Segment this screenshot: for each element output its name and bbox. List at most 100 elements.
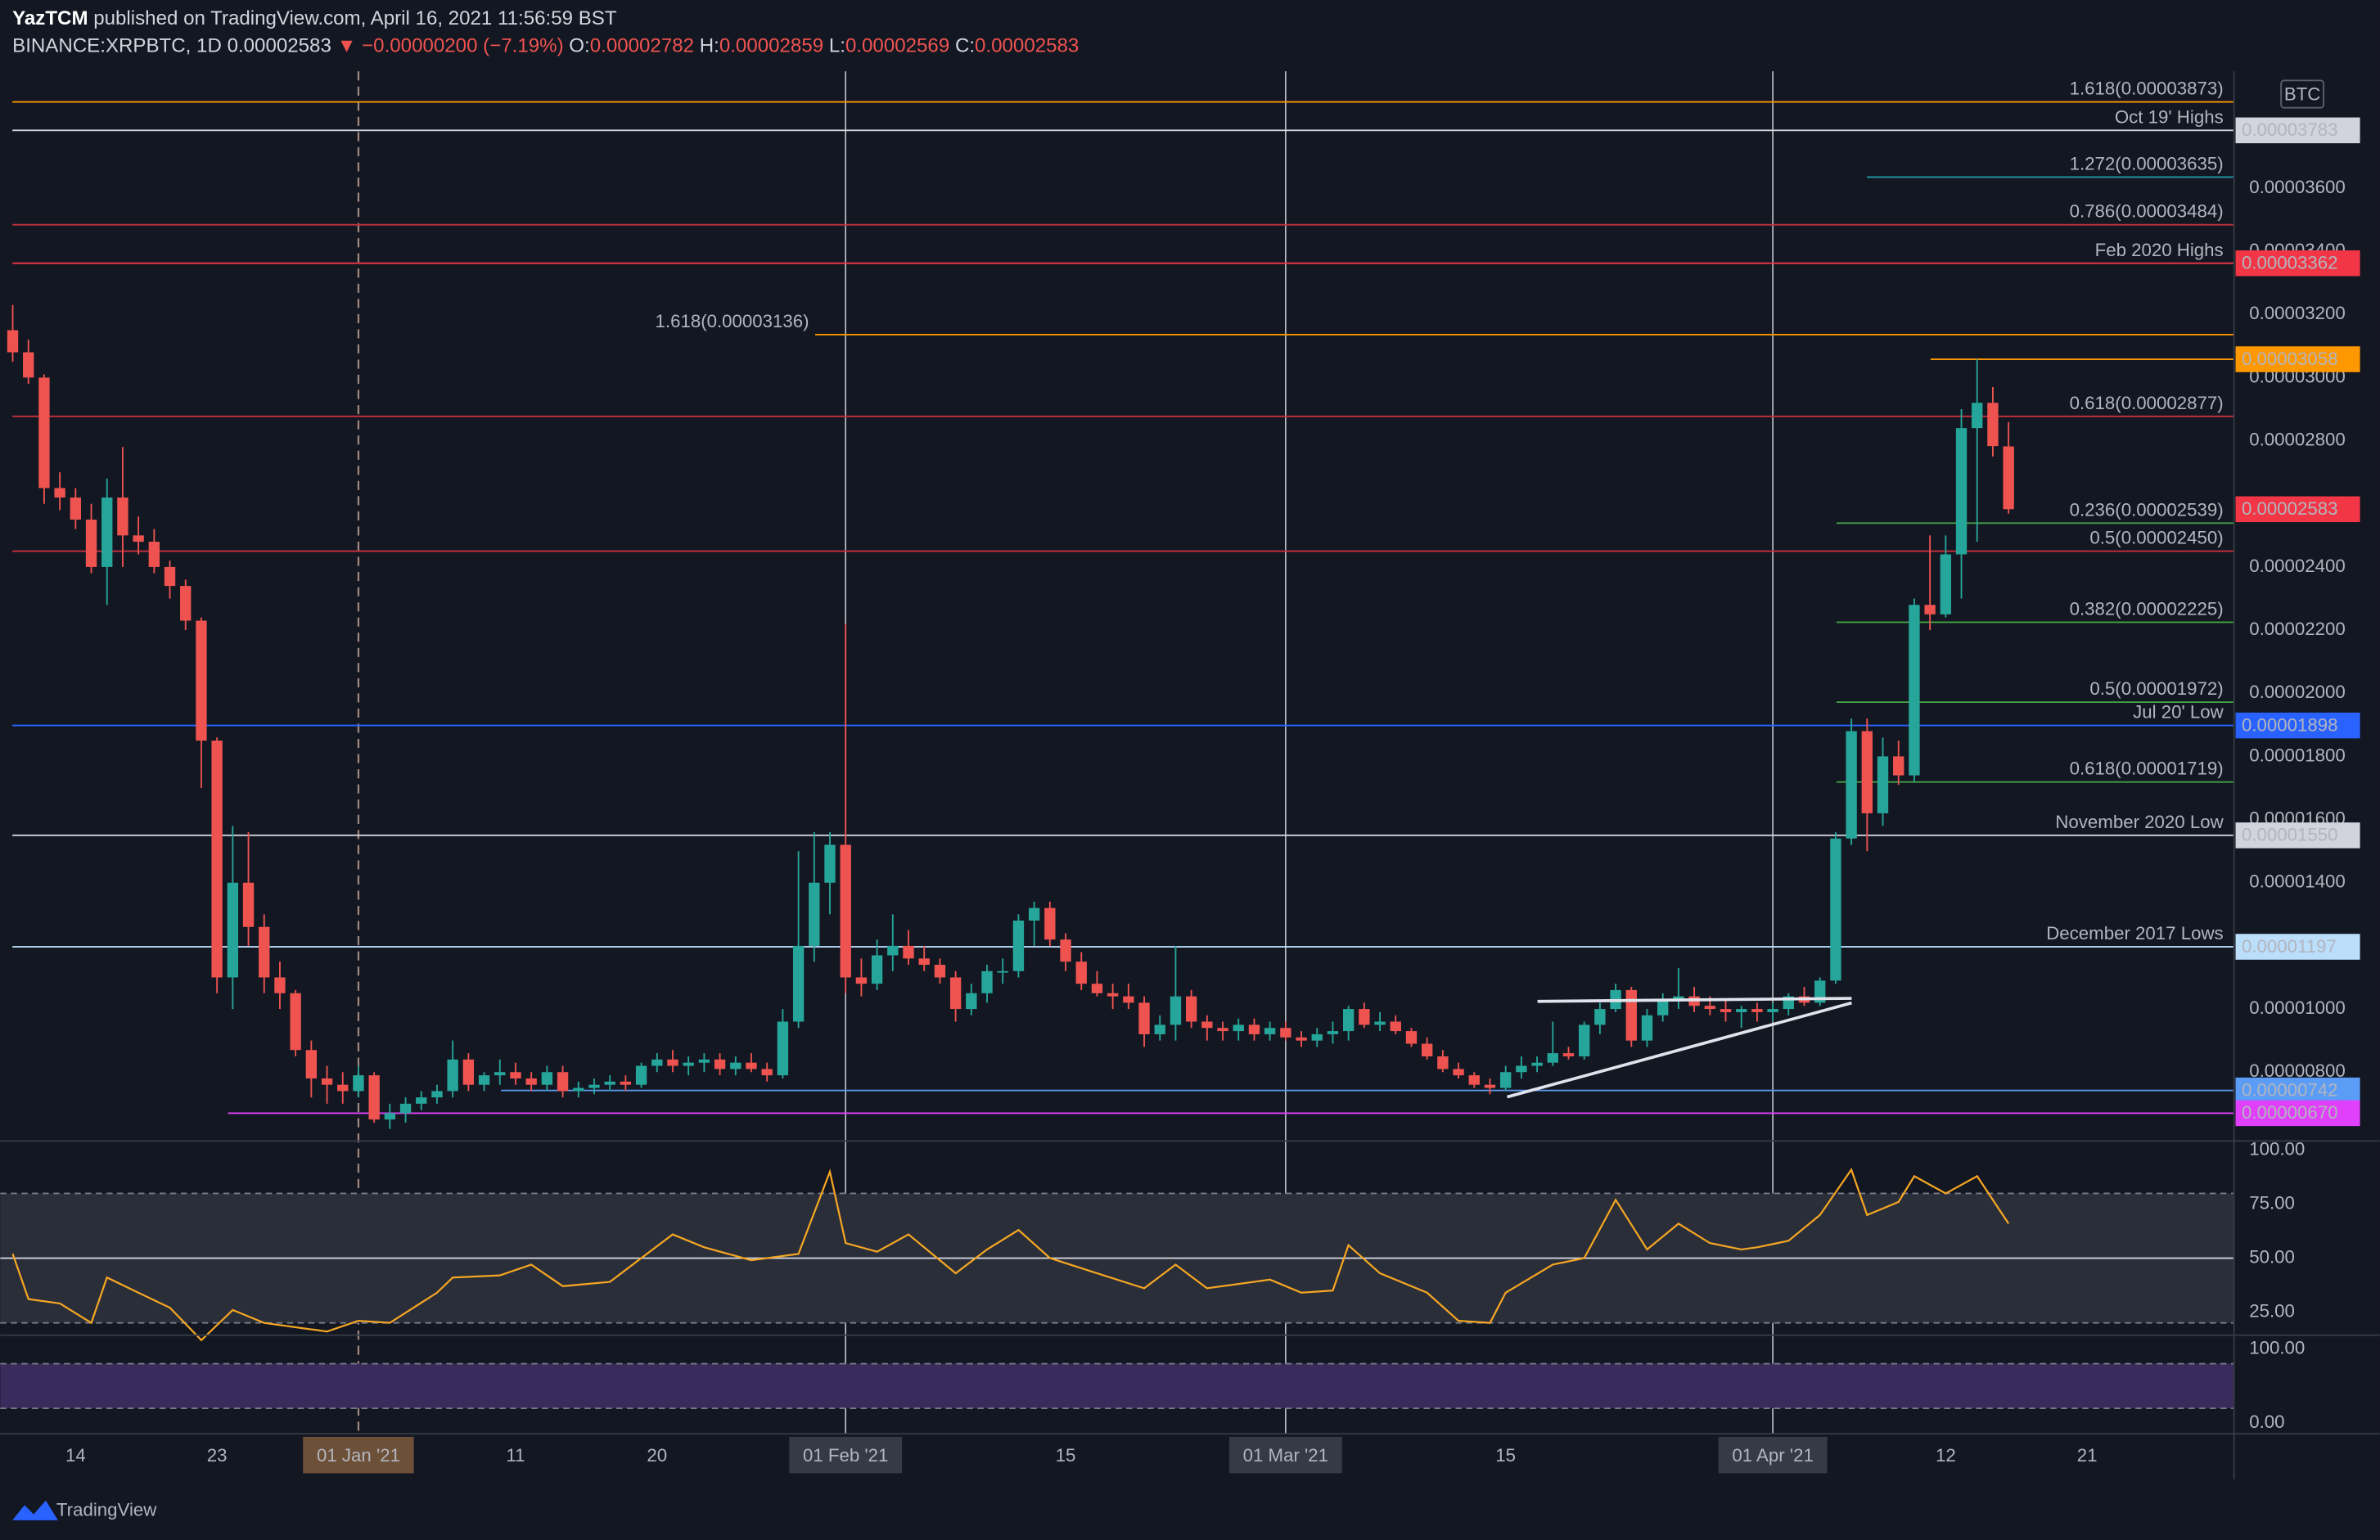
x-tick-label: 01 Mar '21 xyxy=(1243,1445,1328,1466)
candle-body xyxy=(1405,1031,1418,1044)
symbol-line: BINANCE:XRPBTC, 1D 0.00002583 ▼ −0.00000… xyxy=(12,35,1079,57)
candle-body xyxy=(510,1072,521,1078)
axes: BTC 14 23 01 Jan '21 11 20 01 Feb '21 15 01 Mar… xyxy=(0,0,2380,1479)
candle-body xyxy=(1877,756,1889,813)
level-label: 0.5(0.00002450) xyxy=(2089,528,2223,548)
candle-body xyxy=(1233,1024,1244,1032)
candle-body xyxy=(840,844,851,978)
candle-body xyxy=(761,1069,773,1076)
candle-body xyxy=(541,1072,553,1085)
y-tick-label: 100.00 xyxy=(2249,1139,2305,1160)
candle-body xyxy=(1028,907,1040,921)
last-price: 0.00002583 xyxy=(228,35,331,57)
candle-body xyxy=(1846,731,1857,839)
level-label: 0.382(0.00002225) xyxy=(2070,598,2224,619)
level-label: 0.786(0.00003484) xyxy=(2070,201,2224,222)
change: ▼ −0.00000200 (−7.19%) xyxy=(337,35,564,57)
candle-body xyxy=(934,965,946,978)
candle-body xyxy=(23,352,34,378)
price-tag: 0.00002583 xyxy=(2242,498,2338,519)
candle-body xyxy=(321,1078,333,1085)
y-tick-label: 25.00 xyxy=(2249,1300,2295,1321)
candle-body xyxy=(1893,756,1904,776)
level-lines xyxy=(12,101,2234,1114)
y-tick-label: 0.00002400 xyxy=(2249,556,2346,576)
level-label: Feb 2020 Highs xyxy=(2095,240,2224,260)
candle-body xyxy=(1625,989,1637,1041)
level-label: 0.5(0.00001972) xyxy=(2089,678,2223,699)
footer: TradingView xyxy=(12,1500,157,1520)
y-tick-label: 75.00 xyxy=(2249,1192,2295,1213)
candle-body xyxy=(1421,1043,1433,1056)
candle-body xyxy=(1924,605,1936,615)
candle-body xyxy=(1940,554,1952,615)
candle-body xyxy=(1972,403,1983,429)
candle-body xyxy=(101,498,113,567)
candle-body xyxy=(683,1062,694,1066)
price-tag-bg xyxy=(2235,117,2360,144)
candle-body xyxy=(117,498,128,536)
price-tag-bg xyxy=(2235,934,2360,960)
price-axis-bg xyxy=(2234,0,2380,1479)
candle-body xyxy=(1201,1021,1213,1029)
price-tag-bg xyxy=(2235,1077,2360,1104)
candle-body xyxy=(1562,1053,1575,1056)
candle-body xyxy=(337,1084,349,1092)
x-tick-label: 15 xyxy=(1056,1445,1076,1466)
candle-body xyxy=(2003,446,2014,510)
o-value: 0.00002782 xyxy=(590,35,694,57)
candle-body xyxy=(353,1075,364,1092)
logo-icon xyxy=(12,1500,58,1520)
candle-body xyxy=(494,1072,506,1076)
candle-body xyxy=(1248,1024,1260,1034)
candle-body xyxy=(887,945,899,956)
candle-body xyxy=(966,993,977,1010)
candle-body xyxy=(792,945,805,1022)
candle-body xyxy=(698,1059,710,1063)
trendline xyxy=(1507,1001,1852,1099)
candle-body xyxy=(399,1103,412,1114)
candle-body xyxy=(164,566,176,587)
candle-body xyxy=(1955,428,1968,555)
candle-body xyxy=(274,977,286,993)
user: YazTCM xyxy=(12,7,88,29)
candle-body xyxy=(180,586,192,621)
candle-body xyxy=(746,1062,757,1069)
candle-body xyxy=(54,488,65,498)
y-tick-label: 0.00001800 xyxy=(2249,745,2346,765)
y-tick-label: 0.00003200 xyxy=(2249,303,2346,323)
candle-body xyxy=(211,741,223,978)
candle-body xyxy=(1123,996,1134,1003)
candle-body xyxy=(651,1059,663,1066)
candle-body xyxy=(1154,1024,1165,1034)
x-tick-label: 01 Apr '21 xyxy=(1732,1445,1814,1466)
price-tag-bg xyxy=(2235,822,2360,849)
candle-body xyxy=(855,977,868,984)
h-value: 0.00002859 xyxy=(719,35,823,57)
y-tick-label: 0.00002000 xyxy=(2249,682,2346,702)
x-tick-label: 21 xyxy=(2077,1445,2098,1466)
unit-label: BTC xyxy=(2284,84,2321,105)
x-tick-label: 11 xyxy=(506,1445,525,1466)
annotations: 1.618(0.00003873) Oct 19' Highs 1.272(0.00… xyxy=(656,79,2224,1099)
candle-body xyxy=(1437,1056,1449,1069)
y-tick-label: 50.00 xyxy=(2249,1246,2295,1267)
candle-body xyxy=(259,926,270,978)
price-tag: 0.00003783 xyxy=(2242,119,2338,140)
candle-body xyxy=(1767,1009,1778,1012)
price-tag: 0.00003058 xyxy=(2242,349,2338,369)
candle-body xyxy=(1531,1062,1543,1066)
y-tick-label: 0.00002800 xyxy=(2249,429,2346,449)
candle-body xyxy=(949,977,962,1010)
candle-body xyxy=(557,1072,569,1092)
price-tag: 0.00001197 xyxy=(2242,936,2337,957)
candle-body xyxy=(777,1021,789,1076)
candle-body xyxy=(1264,1028,1276,1034)
candle-body xyxy=(667,1059,678,1066)
level-label: 0.236(0.00002539) xyxy=(2070,499,2224,520)
candle-body xyxy=(918,958,930,966)
candle-body xyxy=(1516,1065,1527,1073)
x-tick-label: 01 Jan '21 xyxy=(317,1445,400,1466)
candle-body xyxy=(809,882,820,946)
price-tag-bg xyxy=(2235,712,2360,739)
